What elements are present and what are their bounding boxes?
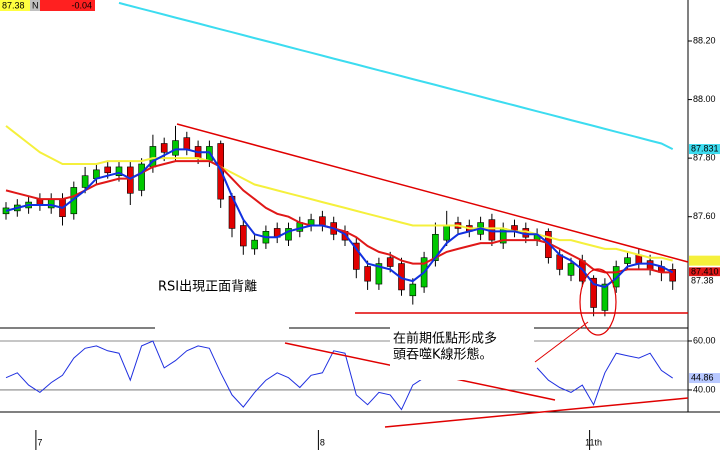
candle-body xyxy=(443,225,451,241)
header-last-box xyxy=(0,0,30,11)
candle-body xyxy=(115,166,123,177)
candle-body xyxy=(364,266,371,282)
candle-body xyxy=(127,166,134,194)
price-tag-label: 87.410 xyxy=(691,267,719,277)
candle-body xyxy=(352,242,360,270)
price-tag xyxy=(689,267,720,278)
pointer-line xyxy=(534,321,589,363)
y-tick-label: 88.00 xyxy=(693,94,716,104)
highlight-circle xyxy=(579,268,617,336)
x-tick-label: 11th xyxy=(585,437,602,447)
candle-body xyxy=(183,137,191,150)
candle-body xyxy=(432,233,439,261)
header-flag: N xyxy=(32,0,39,10)
header-flag-box xyxy=(30,0,40,11)
candle-body xyxy=(590,277,597,308)
annotation: 頭吞噬K線形態。 xyxy=(393,347,493,363)
candle-body xyxy=(160,143,168,153)
moving-average xyxy=(5,148,674,289)
trend-line xyxy=(176,123,689,263)
y-tick-label: 87.60 xyxy=(693,211,716,221)
candle-body xyxy=(375,263,383,285)
candle-body xyxy=(612,266,620,288)
price-tag xyxy=(689,373,720,384)
moving-average xyxy=(118,1,674,150)
price-tag xyxy=(689,144,720,155)
x-tick-label: 7 xyxy=(37,437,42,447)
price-tag xyxy=(689,276,720,287)
candle-body xyxy=(138,163,145,191)
price-tag-label: 87.831 xyxy=(691,143,719,153)
price-tag xyxy=(689,255,720,266)
annotation: 在前期低點形成多 xyxy=(393,331,497,347)
y-tick-label: 40.00 xyxy=(693,384,716,394)
header-change-box xyxy=(40,0,95,11)
candle-body xyxy=(104,166,111,174)
y-tick-label: 88.20 xyxy=(693,35,716,45)
note-box xyxy=(390,327,534,380)
price-tag-label: 87.38 xyxy=(691,276,714,286)
candle-body xyxy=(601,283,609,311)
candle-body xyxy=(172,140,179,156)
y-tick-label: 87.80 xyxy=(693,153,716,163)
candle-body xyxy=(285,228,292,241)
candle-body xyxy=(240,225,247,247)
candle-body xyxy=(386,257,394,267)
candle-body xyxy=(409,283,417,297)
x-tick-label: 8 xyxy=(320,437,325,447)
candle-body xyxy=(624,257,631,264)
candle-body xyxy=(47,198,55,209)
header-change: -0.04 xyxy=(71,0,92,10)
candle-body xyxy=(319,216,326,226)
candle-body xyxy=(567,263,575,276)
moving-average xyxy=(5,125,673,262)
header-last: 87.38 xyxy=(2,0,25,10)
y-tick-label: 60.00 xyxy=(693,335,716,345)
note-box xyxy=(155,272,289,334)
candle-body xyxy=(81,175,89,188)
annotation: RSI出現正面背離 xyxy=(158,280,257,295)
overlay: RSI出現正面背離 在前期低點形成多 頭吞噬K線形態。 87.38 N -0.0… xyxy=(0,0,720,428)
rsi-divergence-line xyxy=(384,397,689,428)
candle-body xyxy=(251,239,258,250)
price-tag-label: 44.86 xyxy=(691,372,714,382)
rsi-line xyxy=(5,340,673,411)
candle-body xyxy=(669,269,677,282)
moving-average xyxy=(5,160,673,274)
